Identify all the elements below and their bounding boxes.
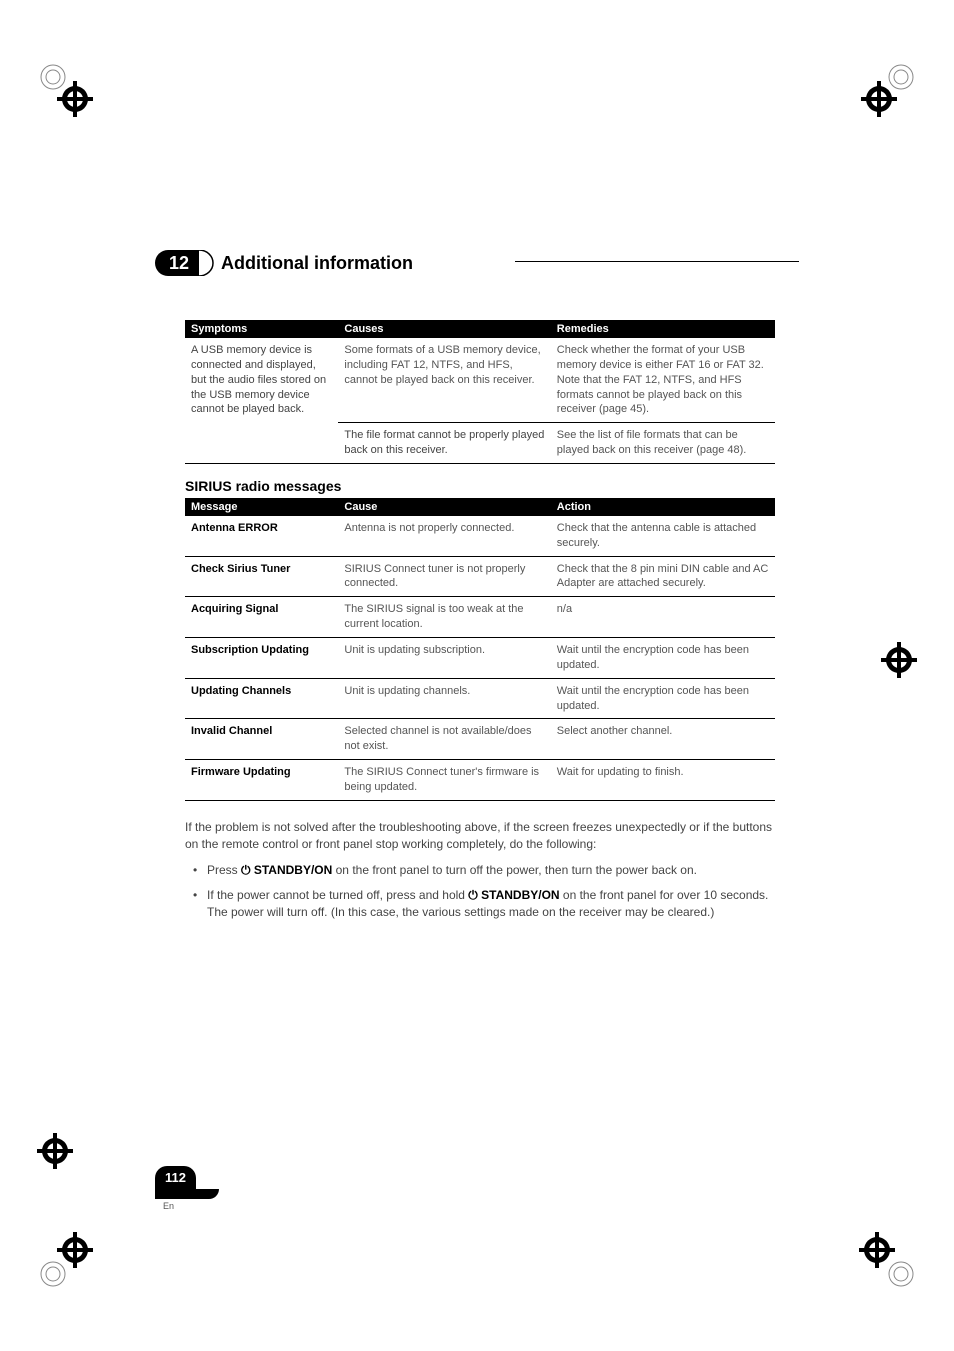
content-area: Symptoms Causes Remedies A USB memory de… <box>185 320 775 930</box>
page-footer: 112 En <box>155 1166 219 1211</box>
table-cell: Wait for updating to finish. <box>551 760 775 801</box>
bullet-1: Press ⏻ STANDBY/ON on the front panel to… <box>207 862 775 879</box>
after-text-block: If the problem is not solved after the t… <box>185 819 775 922</box>
table-cell: Some formats of a USB memory device, inc… <box>338 338 550 423</box>
table-cell: Check Sirius Tuner <box>185 556 338 597</box>
th-remedies: Remedies <box>551 320 775 338</box>
table-cell: Acquiring Signal <box>185 597 338 638</box>
th-message: Message <box>185 498 338 516</box>
th-cause: Cause <box>338 498 550 516</box>
badge-decoration <box>155 1189 219 1199</box>
table-cell: See the list of file formats that can be… <box>551 423 775 464</box>
table-cell: n/a <box>551 597 775 638</box>
registration-mark-top-left <box>35 59 105 129</box>
table-cell: Firmware Updating <box>185 760 338 801</box>
chapter-title: Additional information <box>221 253 413 274</box>
table-cell: The SIRIUS Connect tuner's firmware is b… <box>338 760 550 801</box>
table-cell: Selected channel is not available/does n… <box>338 719 550 760</box>
registration-mark-bottom-right <box>849 1222 919 1292</box>
th-causes: Causes <box>338 320 550 338</box>
page-number-badge: 112 <box>155 1166 196 1189</box>
language-code: En <box>155 1199 219 1211</box>
table-cell: Check that the 8 pin mini DIN cable and … <box>551 556 775 597</box>
registration-mark-top-right <box>849 59 919 129</box>
standby-on-label: ⏻ STANDBY/ON <box>468 888 559 902</box>
table-cell: Check whether the format of your USB mem… <box>551 338 775 423</box>
table-cell: SIRIUS Connect tuner is not properly con… <box>338 556 550 597</box>
bullet-1-post: on the front panel to turn off the power… <box>332 863 697 877</box>
bullet-2-pre: If the power cannot be turned off, press… <box>207 888 468 902</box>
standby-on-label: ⏻ STANDBY/ON <box>241 863 332 877</box>
chapter-paren-icon <box>197 250 215 276</box>
chapter-header: 12 Additional information <box>155 248 799 278</box>
table-cell: A USB memory device is connected and dis… <box>185 338 338 463</box>
table-cell: Check that the antenna cable is attached… <box>551 516 775 556</box>
table-cell: Wait until the encryption code has been … <box>551 637 775 678</box>
table-cell: Unit is updating channels. <box>338 678 550 719</box>
sirius-messages-table: Message Cause Action Antenna ERRORAntenn… <box>185 498 775 801</box>
table-cell: Wait until the encryption code has been … <box>551 678 775 719</box>
table-cell: Invalid Channel <box>185 719 338 760</box>
registration-mark-bottom-left <box>35 1222 105 1292</box>
registration-mark-mid-right <box>879 640 919 680</box>
registration-mark-mid-left <box>35 1131 75 1171</box>
th-symptoms: Symptoms <box>185 320 338 338</box>
header-rule <box>515 261 799 262</box>
table-cell: The SIRIUS signal is too weak at the cur… <box>338 597 550 638</box>
th-action: Action <box>551 498 775 516</box>
table-cell: Updating Channels <box>185 678 338 719</box>
after-intro: If the problem is not solved after the t… <box>185 819 775 854</box>
table-cell: Antenna ERROR <box>185 516 338 556</box>
table-cell: The file format cannot be properly playe… <box>338 423 550 464</box>
bullet-2: If the power cannot be turned off, press… <box>207 887 775 922</box>
table-cell: Subscription Updating <box>185 637 338 678</box>
bullet-1-pre: Press <box>207 863 241 877</box>
table-cell: Antenna is not properly connected. <box>338 516 550 556</box>
chapter-number: 12 <box>155 250 199 276</box>
table-cell: Select another channel. <box>551 719 775 760</box>
table-cell: Unit is updating subscription. <box>338 637 550 678</box>
section-title-sirius: SIRIUS radio messages <box>185 478 775 494</box>
troubleshooting-table: Symptoms Causes Remedies A USB memory de… <box>185 320 775 464</box>
